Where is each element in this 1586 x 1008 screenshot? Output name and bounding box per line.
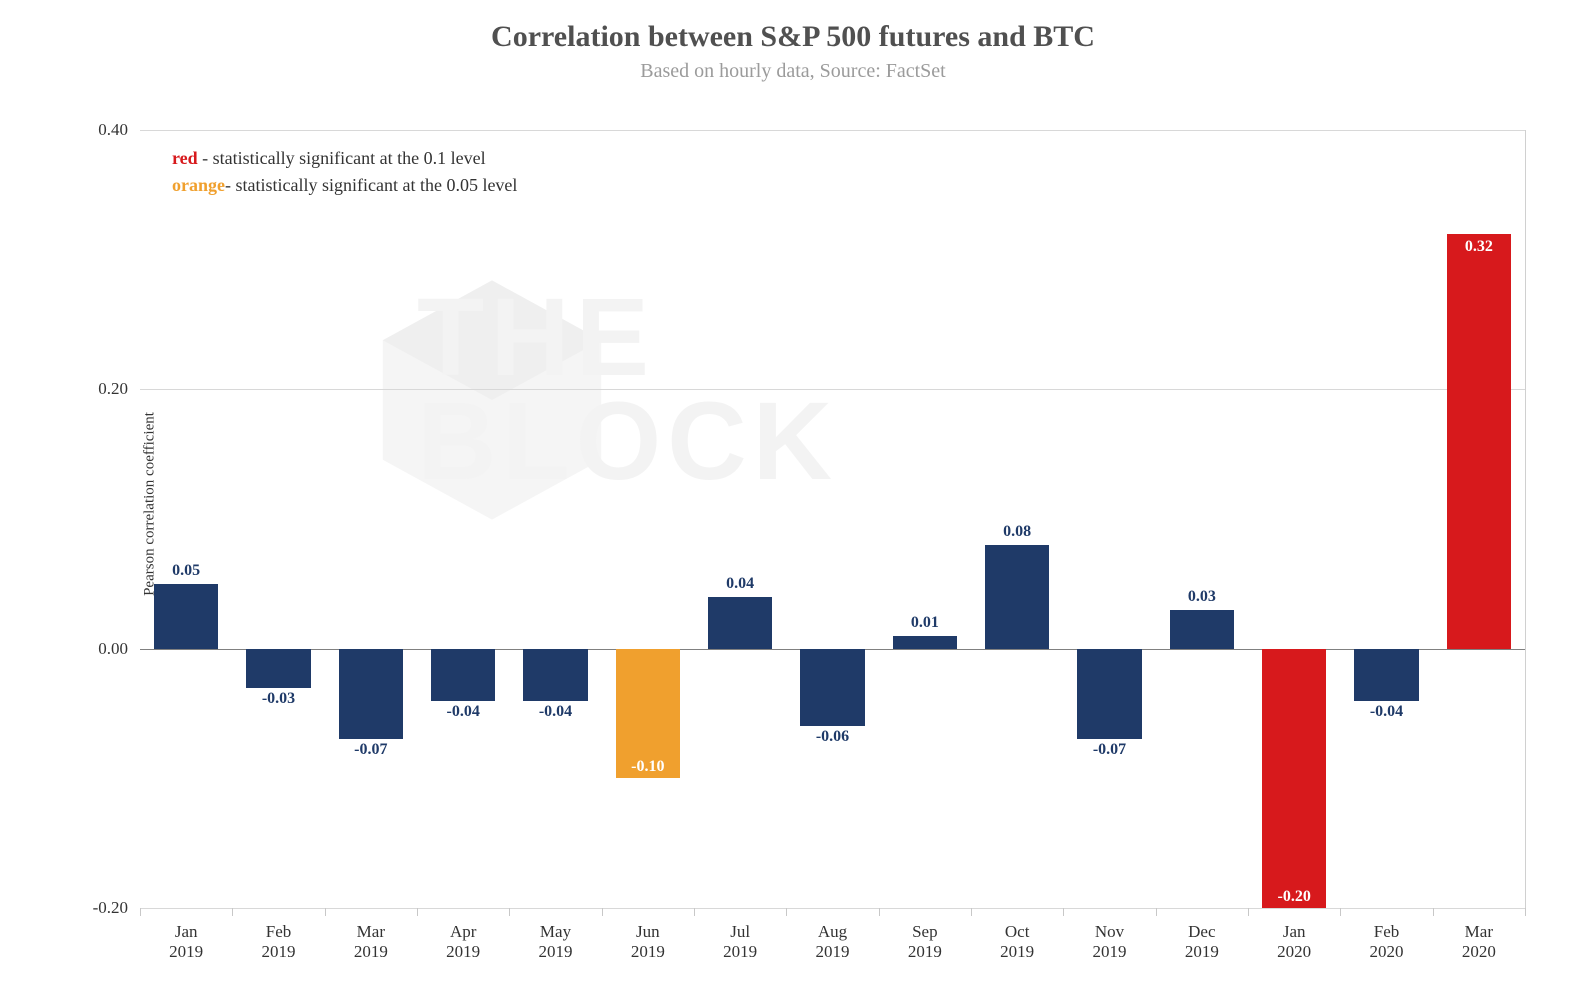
bar-value-label: -0.04 [1340,703,1432,721]
bar-slot: -0.06 [786,130,878,908]
bar-value-label: 0.01 [879,614,971,632]
gridline [140,908,1525,909]
bar [523,649,588,701]
bar-value-label: -0.04 [509,703,601,721]
x-tick [786,908,787,916]
x-tick [232,908,233,916]
x-tick [1063,908,1064,916]
x-axis-label: Jun 2019 [602,922,694,962]
bar [1262,649,1327,908]
bar [893,636,958,649]
bar-value-label: -0.20 [1248,888,1340,906]
bar-slot: -0.04 [417,130,509,908]
chart-title: Correlation between S&P 500 futures and … [40,20,1546,54]
bar [1447,234,1512,649]
x-axis-label: Mar 2019 [325,922,417,962]
x-tick [1248,908,1249,916]
bar-value-label: 0.03 [1156,588,1248,606]
bar-value-label: -0.03 [232,690,324,708]
bar-slot: 0.03 [1156,130,1248,908]
bar [985,545,1050,649]
bar-slot: 0.04 [694,130,786,908]
x-tick [140,908,141,916]
bar [708,597,773,649]
x-tick [879,908,880,916]
bar-value-label: -0.06 [786,728,878,746]
bar [1077,649,1142,740]
chart-container: Correlation between S&P 500 futures and … [40,20,1546,988]
x-tick [1340,908,1341,916]
bar [431,649,496,701]
x-tick [971,908,972,916]
x-axis-label: Jul 2019 [694,922,786,962]
bar-value-label: -0.07 [1063,741,1155,759]
bar-value-label: 0.08 [971,523,1063,541]
bar-value-label: -0.10 [602,758,694,776]
x-axis-label: Nov 2019 [1063,922,1155,962]
x-tick [694,908,695,916]
x-axis-label: Jan 2020 [1248,922,1340,962]
x-tick [1525,908,1526,916]
y-tick-label: 0.00 [98,639,140,659]
bar-value-label: 0.05 [140,562,232,580]
bar [800,649,865,727]
x-axis-label: Mar 2020 [1433,922,1525,962]
bar [1170,610,1235,649]
x-axis-label: Sep 2019 [879,922,971,962]
bar-slot: 0.05 [140,130,232,908]
y-tick-label: -0.20 [93,898,140,918]
x-tick [509,908,510,916]
x-axis-label: Feb 2020 [1340,922,1432,962]
x-axis-label: Feb 2019 [232,922,324,962]
x-axis-label: Apr 2019 [417,922,509,962]
bar [339,649,404,740]
x-tick [325,908,326,916]
bar-slot: 0.08 [971,130,1063,908]
bars-group: 0.05-0.03-0.07-0.04-0.04-0.100.04-0.060.… [140,130,1525,908]
x-axis-label: Jan 2019 [140,922,232,962]
bar-slot: -0.20 [1248,130,1340,908]
bar [1354,649,1419,701]
bar [246,649,311,688]
bar-value-label: -0.07 [325,741,417,759]
x-axis-label: May 2019 [509,922,601,962]
bar-slot: -0.03 [232,130,324,908]
plot-area: THE BLOCK red - statistically significan… [140,130,1526,908]
bar-slot: -0.04 [509,130,601,908]
y-tick-label: 0.40 [98,120,140,140]
x-axis-label: Dec 2019 [1156,922,1248,962]
bar [154,584,219,649]
x-tick [1433,908,1434,916]
bar-slot: -0.10 [602,130,694,908]
bar-slot: -0.04 [1340,130,1432,908]
bar-slot: -0.07 [325,130,417,908]
x-axis-label: Oct 2019 [971,922,1063,962]
bar-slot: -0.07 [1063,130,1155,908]
bar-slot: 0.01 [879,130,971,908]
chart-subtitle: Based on hourly data, Source: FactSet [40,60,1546,83]
bar-value-label: 0.04 [694,575,786,593]
x-axis-label: Aug 2019 [786,922,878,962]
bar-value-label: -0.04 [417,703,509,721]
bar-value-label: 0.32 [1433,238,1525,256]
x-tick [1156,908,1157,916]
bar-slot: 0.32 [1433,130,1525,908]
y-tick-label: 0.20 [98,379,140,399]
x-tick [417,908,418,916]
x-tick [602,908,603,916]
